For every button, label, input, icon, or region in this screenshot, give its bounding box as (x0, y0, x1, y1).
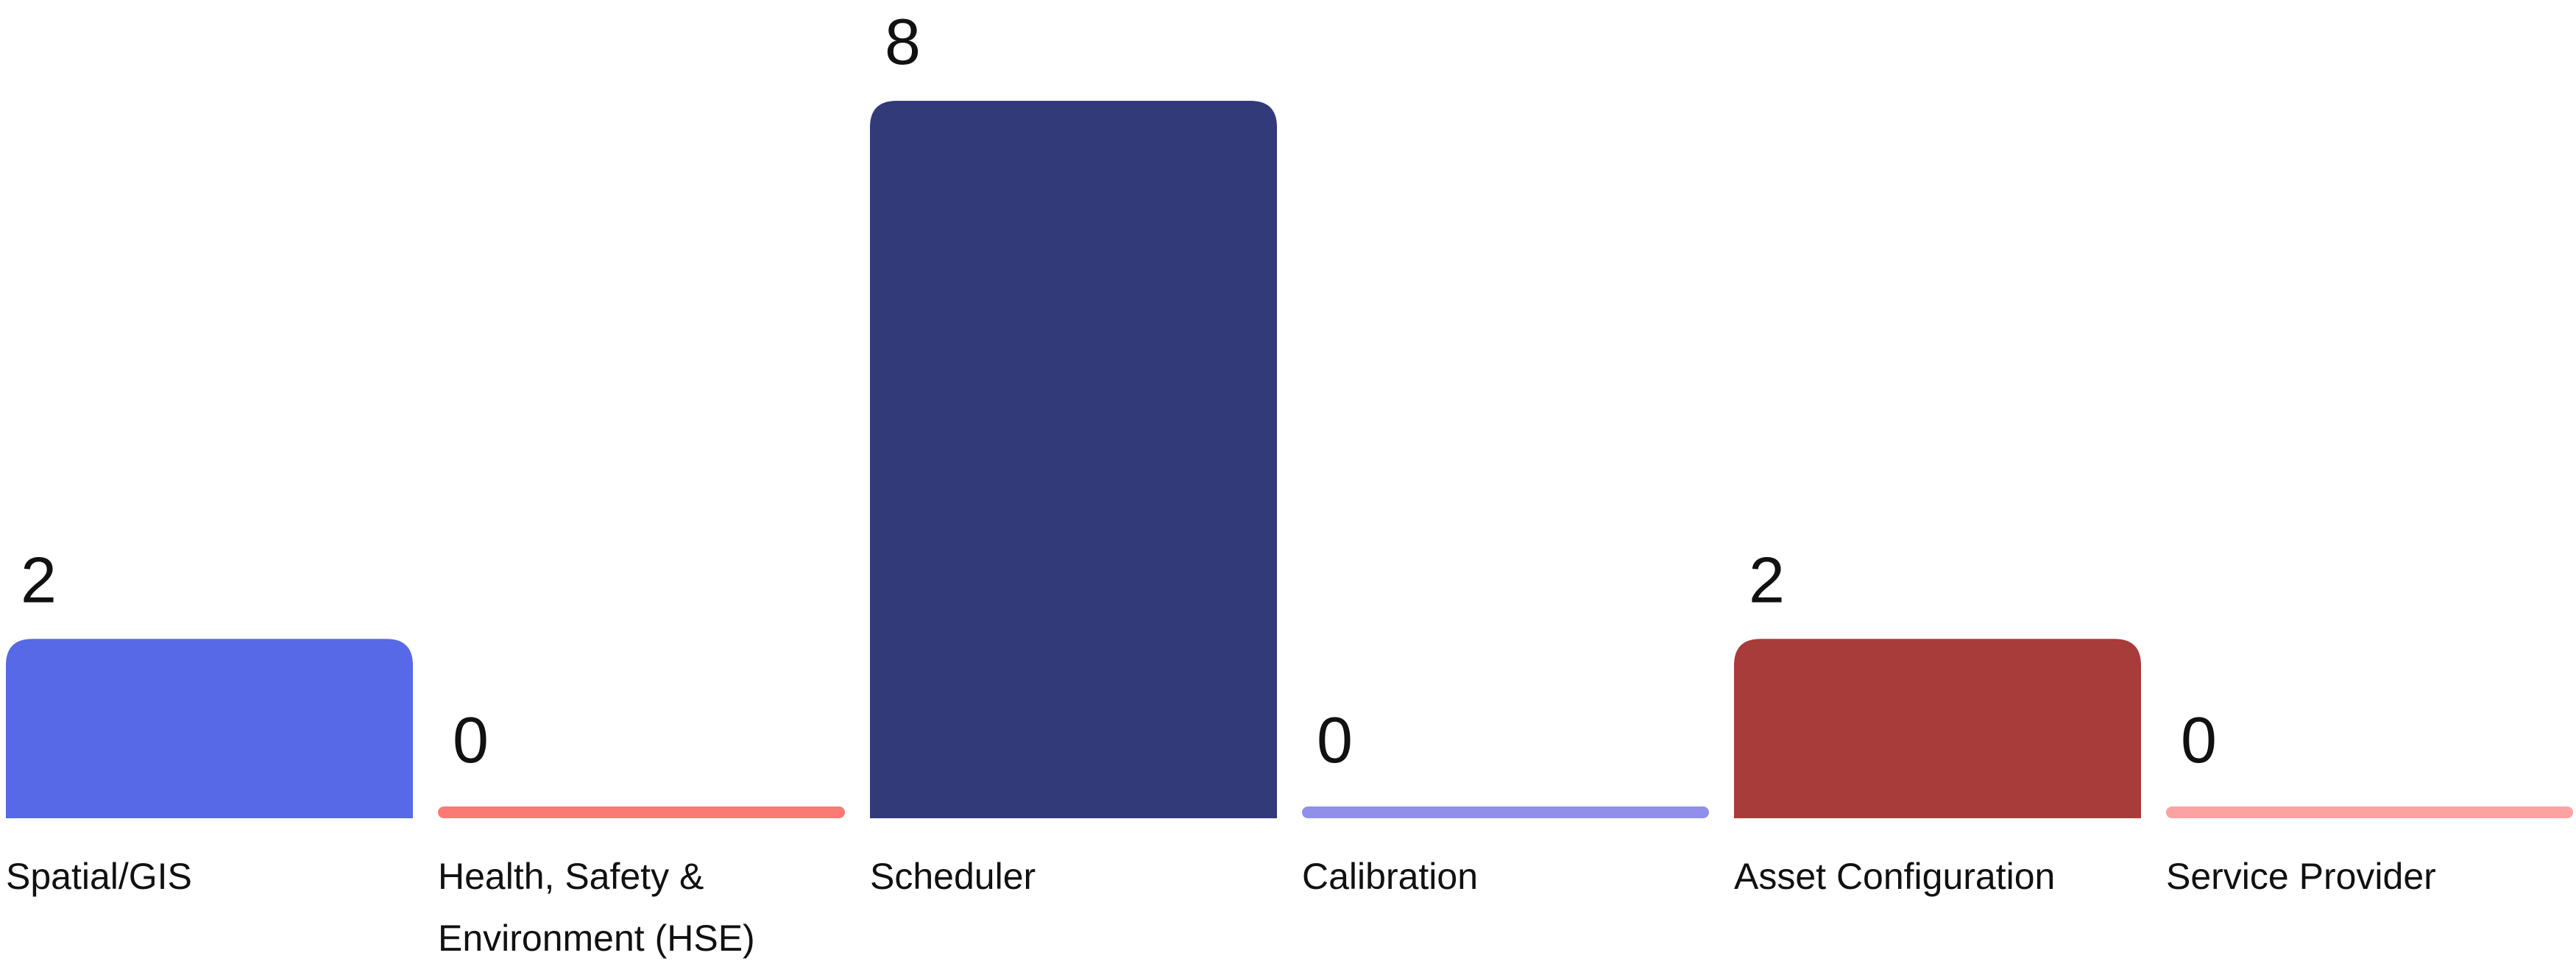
bars-layer (6, 101, 2573, 818)
bar-2 (870, 101, 1277, 818)
value-label-5: 0 (2181, 703, 2217, 776)
bar-0 (6, 639, 413, 818)
value-label-0: 2 (21, 543, 57, 616)
value-label-2: 8 (885, 5, 921, 78)
category-labels-layer: Spatial/GIS Health, Safety & Environment (… (6, 856, 2436, 959)
bar-3 (1302, 806, 1709, 818)
value-labels-layer: 2 0 8 0 2 0 (21, 5, 2217, 776)
category-label-1-line-0: Health, Safety & (438, 856, 704, 897)
category-label-5-line-0: Service Provider (2166, 856, 2436, 897)
category-label-5: Service Provider (2166, 856, 2436, 897)
category-label-3: Calibration (1302, 856, 1478, 897)
category-label-4: Asset Configuration (1734, 856, 2055, 897)
category-label-0: Spatial/GIS (6, 856, 192, 897)
category-label-1: Health, Safety & Environment (HSE) (438, 856, 755, 959)
category-label-1-line-1: Environment (HSE) (438, 918, 755, 959)
bar-4 (1734, 639, 2141, 818)
category-label-3-line-0: Calibration (1302, 856, 1478, 897)
value-label-3: 0 (1317, 703, 1353, 776)
category-label-0-line-0: Spatial/GIS (6, 856, 192, 897)
bar-5 (2166, 806, 2573, 818)
value-label-1: 0 (453, 703, 489, 776)
category-label-2-line-0: Scheduler (870, 856, 1036, 897)
category-label-4-line-0: Asset Configuration (1734, 856, 2055, 897)
value-label-4: 2 (1749, 543, 1785, 616)
bar-1 (438, 806, 845, 818)
category-label-2: Scheduler (870, 856, 1036, 897)
